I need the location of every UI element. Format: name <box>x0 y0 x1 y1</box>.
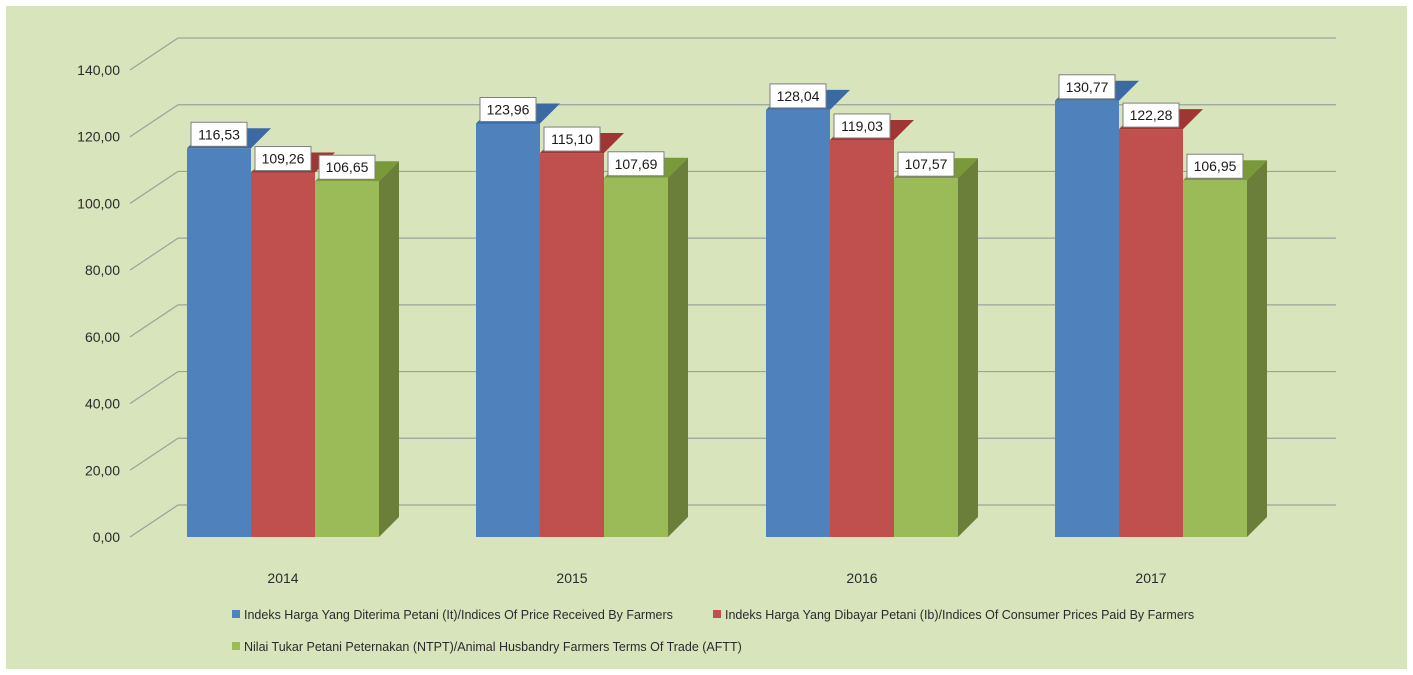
bar <box>315 181 379 537</box>
x-tick-label: 2016 <box>846 570 877 586</box>
y-tick-label: 60,00 <box>85 329 120 345</box>
x-tick-label: 2014 <box>267 570 298 586</box>
data-label: 122,28 <box>1130 107 1173 123</box>
data-label: 106,95 <box>1194 158 1237 174</box>
data-label: 123,96 <box>487 102 530 118</box>
bar <box>830 139 894 537</box>
legend-swatch <box>713 610 721 618</box>
data-label: 107,69 <box>615 156 658 172</box>
bar-side <box>958 158 978 537</box>
bar-chart: 0,00 20,00 40,00 60,00 80,00 100,00 120,00 140,… <box>77 37 1336 654</box>
side-gridline <box>129 237 179 271</box>
data-label-box <box>1122 102 1180 128</box>
y-tick-label: 120,00 <box>77 129 120 145</box>
data-label-box <box>769 83 827 109</box>
data-label: 115,10 <box>551 131 593 147</box>
bar-side <box>668 157 688 538</box>
data-label: 128,04 <box>777 88 820 104</box>
data-label-box <box>897 151 955 177</box>
bar <box>251 172 315 537</box>
legend-swatch <box>232 642 240 650</box>
bar <box>766 109 830 537</box>
data-label-box <box>1186 153 1244 179</box>
bar-side <box>379 161 399 537</box>
data-label-box <box>318 154 376 180</box>
y-tick-label: 20,00 <box>85 462 120 478</box>
data-label: 119,03 <box>841 118 883 134</box>
bar <box>1183 180 1247 537</box>
bar <box>604 177 668 538</box>
data-label-box <box>254 146 312 172</box>
bar <box>187 148 251 537</box>
x-tick-label: 2015 <box>556 570 587 586</box>
y-tick-label: 40,00 <box>85 396 120 412</box>
data-label: 109,26 <box>262 151 305 167</box>
data-label: 116,53 <box>198 126 240 142</box>
data-label-box <box>607 151 665 177</box>
y-tick-label: 0,00 <box>93 529 120 545</box>
bar <box>1119 129 1183 537</box>
y-tick-label: 100,00 <box>77 195 120 211</box>
side-gridline <box>129 37 179 71</box>
side-gridline <box>129 104 179 138</box>
y-tick-label: 80,00 <box>85 262 120 278</box>
legend-swatch <box>232 610 240 618</box>
y-tick-label: 140,00 <box>77 62 120 78</box>
bar-side <box>1247 160 1267 537</box>
chart-frame: 0,00 20,00 40,00 60,00 80,00 100,00 120,00 140,… <box>6 6 1407 669</box>
data-label: 107,57 <box>905 156 948 172</box>
data-label-box <box>543 126 601 152</box>
legend-label: Nilai Tukar Petani Peternakan (NTPT)/Ani… <box>244 640 742 654</box>
data-label-box <box>1058 74 1116 100</box>
bar <box>476 123 540 538</box>
bar <box>540 153 604 538</box>
x-tick-label: 2017 <box>1135 570 1166 586</box>
data-label: 106,65 <box>326 159 369 175</box>
legend-label: Indeks Harga Yang Dibayar Petani (Ib)/In… <box>725 608 1194 622</box>
bar <box>1055 100 1119 538</box>
bar <box>894 178 958 537</box>
data-label-box <box>479 97 537 123</box>
data-label: 130,77 <box>1066 79 1109 95</box>
side-gridline <box>129 304 179 338</box>
legend-label: Indeks Harga Yang Diterima Petani (It)/I… <box>244 608 673 622</box>
data-label-box <box>190 121 248 147</box>
side-gridline <box>129 504 179 538</box>
side-gridline <box>129 170 179 204</box>
data-label-box <box>833 113 891 139</box>
side-gridline <box>129 437 179 471</box>
side-gridline <box>129 371 179 405</box>
